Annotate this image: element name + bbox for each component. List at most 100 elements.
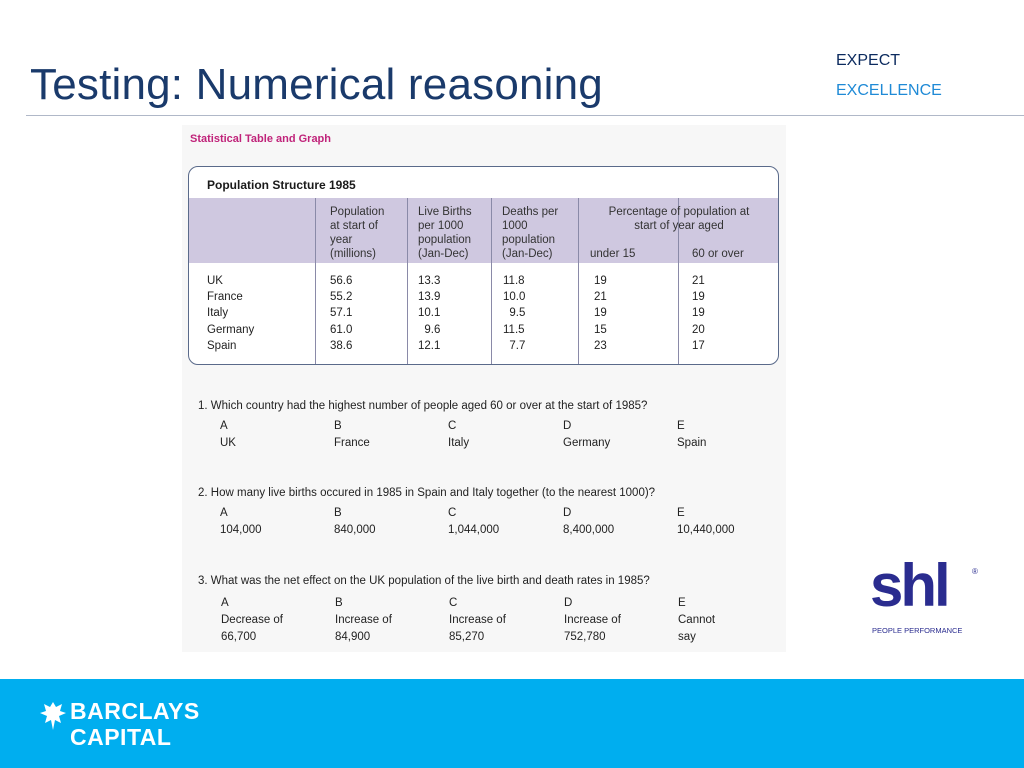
registered-mark: ® xyxy=(972,567,978,576)
column-live-births: 13.3 13.9 10.1 9.6 12.1 xyxy=(418,273,440,354)
population-table: Population Structure 1985 Population at … xyxy=(188,166,779,365)
option-letter: D xyxy=(563,420,572,432)
option-letter: A xyxy=(221,597,229,609)
cell-births: 13.3 xyxy=(418,275,441,287)
shl-logo: shl ® PEOPLE PERFORMANCE xyxy=(870,552,980,641)
column-divider xyxy=(578,198,579,364)
option-value: UK xyxy=(220,437,236,449)
column-deaths: 11.8 10.0 9.5 11.5 7.7 xyxy=(503,273,525,354)
answer-option-b: B France xyxy=(334,418,370,452)
cell-country: Germany xyxy=(207,323,255,336)
option-value: Germany xyxy=(563,437,611,449)
header-line: (Jan-Dec) xyxy=(502,248,553,260)
cell-births: 13.9 xyxy=(418,291,441,304)
header-line: Live Births xyxy=(418,206,472,218)
option-value: 840,000 xyxy=(334,524,376,536)
question-text: 2. How many live births occured in 1985 … xyxy=(198,487,656,499)
answer-option-b: B Increase of 84,900 xyxy=(335,595,392,646)
test-sheet-image: Statistical Table and Graph Population S… xyxy=(182,125,786,652)
column-country: UK France Italy Germany Spain xyxy=(207,273,254,354)
answer-option-a: A 104,000 xyxy=(220,505,262,539)
header-line: (Jan-Dec) xyxy=(418,248,469,260)
header-live-births: Live Births per 1000 population (Jan-Dec… xyxy=(418,205,472,261)
column-under-15: 19 21 19 15 23 xyxy=(594,273,607,354)
header-under-15: under 15 xyxy=(590,248,636,260)
answer-option-d: D Germany xyxy=(563,418,610,452)
column-divider xyxy=(407,198,408,364)
option-value: 10,440,000 xyxy=(677,524,735,536)
answer-option-a: A UK xyxy=(220,418,236,452)
cell-population: 56.6 xyxy=(330,275,353,287)
option-value: Decrease of xyxy=(221,614,284,626)
cell-under-15: 19 xyxy=(594,275,607,287)
cell-population: 55.2 xyxy=(330,291,353,304)
option-value: 752,780 xyxy=(564,631,606,643)
column-divider xyxy=(678,198,679,364)
question-text: 1. Which country had the highest number … xyxy=(198,400,648,412)
option-value: France xyxy=(334,437,370,449)
option-value: 85,270 xyxy=(449,631,485,643)
header-line: (millions) xyxy=(330,248,376,260)
answer-option-e: E 10,440,000 xyxy=(677,505,735,539)
sheet-heading: Statistical Table and Graph xyxy=(190,133,331,145)
question-text: 3. What was the net effect on the UK pop… xyxy=(198,575,650,587)
option-value: 8,400,000 xyxy=(563,524,615,536)
option-value: Italy xyxy=(448,437,470,449)
header-deaths: Deaths per 1000 population (Jan-Dec) xyxy=(502,205,558,261)
header-line: year xyxy=(330,234,353,246)
option-value: 84,900 xyxy=(335,631,371,643)
cell-under-15: 21 xyxy=(594,291,607,304)
cell-births: 10.1 xyxy=(418,307,441,320)
option-letter: D xyxy=(564,597,573,609)
header-line: Deaths per xyxy=(502,206,559,218)
option-letter: C xyxy=(449,597,458,609)
option-letter: C xyxy=(448,507,457,519)
option-letter: A xyxy=(220,420,228,432)
column-divider xyxy=(491,198,492,364)
shl-tagline: PEOPLE PERFORMANCE xyxy=(872,626,963,635)
cell-60-or-over: 20 xyxy=(692,323,705,336)
answer-option-d: D 8,400,000 xyxy=(563,505,614,539)
cell-country: Italy xyxy=(207,307,229,320)
option-letter: B xyxy=(335,597,343,609)
answer-option-e: E Cannot say xyxy=(678,595,715,646)
cell-country: France xyxy=(207,291,243,304)
option-value: Increase of xyxy=(449,614,506,626)
cell-under-15: 19 xyxy=(594,307,607,320)
footer-bar: BARCLAYS CAPITAL xyxy=(0,679,1024,768)
header-population: Population at start of year (millions) xyxy=(330,205,384,261)
cell-population: 38.6 xyxy=(330,339,353,352)
option-value: 66,700 xyxy=(221,631,257,643)
answer-option-c: C 1,044,000 xyxy=(448,505,499,539)
answer-option-a: A Decrease of 66,700 xyxy=(221,595,283,646)
slide-title: Testing: Numerical reasoning xyxy=(30,60,603,109)
cell-population: 57.1 xyxy=(330,307,353,320)
cell-births: 12.1 xyxy=(418,339,441,352)
cell-deaths: 7.7 xyxy=(503,339,526,352)
eagle-icon xyxy=(40,702,66,730)
answer-option-c: C Increase of 85,270 xyxy=(449,595,506,646)
cell-60-or-over: 19 xyxy=(692,307,705,320)
option-letter: B xyxy=(334,420,342,432)
option-value: Increase of xyxy=(564,614,621,626)
table-header-band xyxy=(189,198,778,263)
option-value: Cannot xyxy=(678,614,716,626)
header-line: population xyxy=(502,234,556,246)
header-percentage: Percentage of population at start of yea… xyxy=(579,205,778,233)
table-title: Population Structure 1985 xyxy=(207,178,356,192)
cell-deaths: 9.5 xyxy=(503,307,526,320)
column-divider xyxy=(315,198,316,364)
option-letter: E xyxy=(677,507,685,519)
option-letter: E xyxy=(678,597,686,609)
expect-excellence-tagline: EXPECT EXCELLENCE xyxy=(836,46,942,106)
cell-births: 9.6 xyxy=(418,323,441,336)
answer-option-b: B 840,000 xyxy=(334,505,376,539)
cell-deaths: 10.0 xyxy=(503,291,526,304)
answer-option-e: E Spain xyxy=(677,418,706,452)
brand-line-barclays: BARCLAYS xyxy=(70,698,200,724)
tagline-expect: EXPECT xyxy=(836,52,901,69)
column-population: 56.6 55.2 57.1 61.0 38.6 xyxy=(330,273,352,354)
cell-population: 61.0 xyxy=(330,323,353,336)
cell-country: UK xyxy=(207,275,223,287)
header-line: 1000 xyxy=(502,220,528,232)
